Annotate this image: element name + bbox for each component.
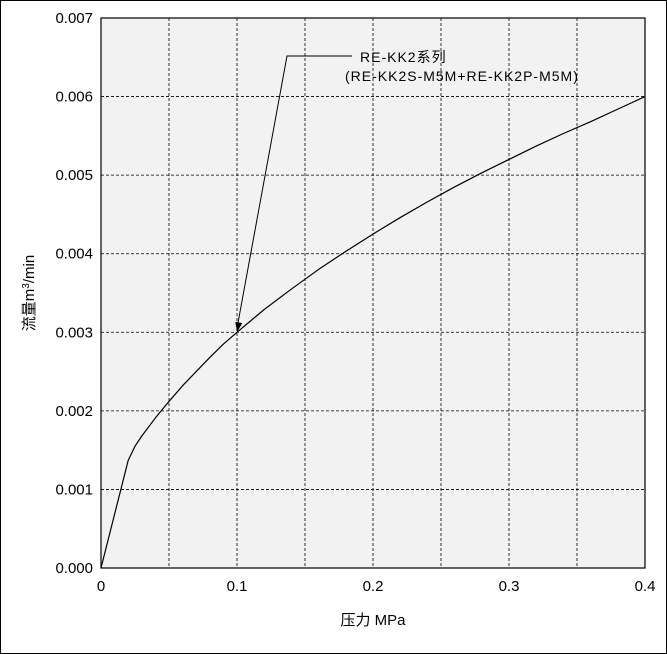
y-tick-label: 0.007 xyxy=(55,10,93,27)
y-axis-label-superscript: 3 xyxy=(21,283,32,289)
grid-lines xyxy=(101,18,645,568)
annotation-leader-line xyxy=(236,55,352,329)
y-tick-label: 0.006 xyxy=(55,89,93,106)
y-axis-label-unit: /min xyxy=(21,255,38,283)
series-line xyxy=(100,96,646,569)
series-group xyxy=(100,96,646,569)
y-tick-label: 0.000 xyxy=(55,560,93,577)
x-tick-label: 0.2 xyxy=(363,578,384,595)
plot-border xyxy=(100,17,646,569)
y-tick-label: 0.004 xyxy=(55,246,93,263)
annotation-arrowhead xyxy=(235,321,243,333)
annotation-series-label: RE-KK2系列 xyxy=(360,49,447,65)
x-tick-label: 0.3 xyxy=(499,578,520,595)
annotation-model-label: (RE-KK2S-M5M+RE-KK2P-M5M) xyxy=(345,68,579,84)
y-axis-label: 流量m3/min xyxy=(21,255,39,331)
y-tick-label: 0.001 xyxy=(55,481,93,498)
x-axis-label: 压力 MPa xyxy=(340,612,406,629)
y-axis-label-main: 流量m xyxy=(21,289,38,332)
x-tick-label: 0.1 xyxy=(227,578,248,595)
y-tick-label: 0.003 xyxy=(55,324,93,341)
y-tick-label: 0.002 xyxy=(55,403,93,420)
x-tick-label: 0.4 xyxy=(635,578,656,595)
x-tick-label: 0 xyxy=(97,578,105,595)
y-axis-ticks: 0.000 0.001 0.002 0.003 0.004 0.005 0.006 0.007 xyxy=(55,10,93,577)
annotation-group: RE-KK2系列 (RE-KK2S-M5M+RE-KK2P-M5M) xyxy=(235,49,579,333)
y-tick-label: 0.005 xyxy=(55,167,93,184)
x-axis-ticks: 0 0.1 0.2 0.3 0.4 xyxy=(97,578,656,595)
